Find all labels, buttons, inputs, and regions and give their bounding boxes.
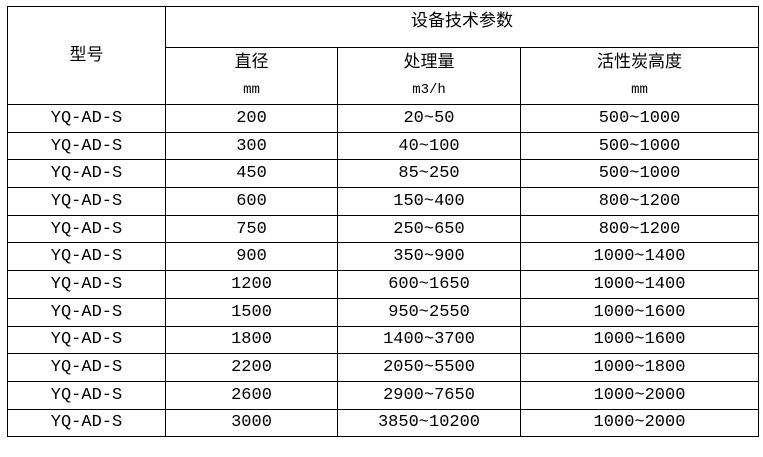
cell-model: YQ-AD-S: [7, 104, 166, 133]
cell-carbon-height: 500~1000: [519, 159, 760, 189]
cell-capacity: 250~650: [337, 214, 521, 244]
table-row: YQ-AD-S 450 85~250 500~1000: [7, 159, 760, 189]
cell-model: YQ-AD-S: [7, 380, 166, 410]
table-row: YQ-AD-S 600 150~400 800~1200: [7, 187, 760, 216]
cell-diameter: 2600: [165, 380, 338, 410]
header-equipment-parameters: 设备技术参数: [164, 6, 760, 48]
header-model: 型号: [7, 6, 166, 105]
cell-carbon-height: 1000~1600: [519, 325, 760, 355]
cell-model: YQ-AD-S: [7, 187, 166, 216]
cell-capacity: 40~100: [337, 131, 521, 161]
header-row-2: 直径 mm 处理量 m3/h 活性炭高度 mm: [8, 47, 760, 105]
cell-capacity: 350~900: [337, 242, 521, 272]
header-diameter-unit: mm: [243, 81, 260, 98]
cell-diameter: 450: [165, 159, 338, 189]
cell-model: YQ-AD-S: [7, 270, 166, 299]
cell-carbon-height: 500~1000: [519, 131, 760, 161]
cell-diameter: 300: [165, 131, 338, 161]
cell-carbon-height: 800~1200: [519, 214, 760, 244]
cell-diameter: 200: [165, 104, 338, 133]
cell-carbon-height: 500~1000: [519, 104, 760, 133]
cell-carbon-height: 1000~2000: [519, 380, 760, 410]
table-row: YQ-AD-S 300 40~100 500~1000: [7, 131, 760, 161]
cell-model: YQ-AD-S: [7, 159, 166, 189]
cell-capacity: 2050~5500: [337, 353, 521, 382]
cell-capacity: 2900~7650: [337, 380, 521, 410]
table-row: YQ-AD-S 900 350~900 1000~1400: [7, 242, 760, 272]
cell-model: YQ-AD-S: [7, 214, 166, 244]
table-row: YQ-AD-S 750 250~650 800~1200: [7, 214, 760, 244]
header-capacity-unit: m3/h: [412, 81, 446, 98]
cell-model: YQ-AD-S: [7, 297, 166, 327]
cell-model: YQ-AD-S: [7, 242, 166, 272]
header-capacity-label: 处理量: [403, 51, 455, 72]
header-row-1: 型号 设备技术参数: [7, 6, 760, 105]
cell-carbon-height: 800~1200: [519, 187, 760, 216]
cell-capacity: 600~1650: [337, 270, 521, 299]
table-row: YQ-AD-S 200 20~50 500~1000: [7, 104, 760, 133]
cell-capacity: 950~2550: [337, 297, 521, 327]
cell-model: YQ-AD-S: [7, 325, 166, 355]
header-capacity: 处理量 m3/h: [337, 47, 521, 105]
cell-diameter: 2200: [165, 353, 338, 382]
cell-diameter: 1500: [165, 297, 338, 327]
cell-carbon-height: 1000~1400: [519, 270, 760, 299]
table-row: YQ-AD-S 2200 2050~5500 1000~1800: [7, 353, 760, 382]
cell-capacity: 3850~10200: [337, 408, 521, 438]
table-row: YQ-AD-S 1800 1400~3700 1000~1600: [7, 325, 760, 355]
cell-model: YQ-AD-S: [7, 408, 166, 438]
table-row: YQ-AD-S 2600 2900~7650 1000~2000: [7, 380, 760, 410]
table-row: YQ-AD-S 3000 3850~10200 1000~2000: [7, 408, 760, 438]
cell-carbon-height: 1000~1800: [519, 353, 760, 382]
cell-diameter: 3000: [165, 408, 338, 438]
cell-capacity: 20~50: [337, 104, 521, 133]
equipment-parameters-table: 型号 设备技术参数 直径 mm 处理量 m3/h 活性炭高度 mm YQ-AD-S 20…: [7, 6, 760, 438]
cell-model: YQ-AD-S: [7, 131, 166, 161]
cell-carbon-height: 1000~2000: [519, 408, 760, 438]
cell-diameter: 1800: [165, 325, 338, 355]
cell-model: YQ-AD-S: [7, 353, 166, 382]
header-diameter-label: 直径: [234, 51, 269, 72]
cell-diameter: 600: [165, 187, 338, 216]
table-row: YQ-AD-S 1500 950~2550 1000~1600: [7, 297, 760, 327]
cell-carbon-height: 1000~1600: [519, 297, 760, 327]
cell-diameter: 900: [165, 242, 338, 272]
cell-diameter: 750: [165, 214, 338, 244]
header-diameter: 直径 mm: [165, 47, 338, 105]
header-carbon-height: 活性炭高度 mm: [519, 47, 760, 105]
cell-carbon-height: 1000~1400: [519, 242, 760, 272]
cell-capacity: 150~400: [337, 187, 521, 216]
cell-diameter: 1200: [165, 270, 338, 299]
table-row: YQ-AD-S 1200 600~1650 1000~1400: [7, 270, 760, 299]
header-carbon-height-unit: mm: [631, 81, 648, 98]
header-carbon-height-label: 活性炭高度: [597, 51, 682, 72]
cell-capacity: 1400~3700: [337, 325, 521, 355]
cell-capacity: 85~250: [337, 159, 521, 189]
